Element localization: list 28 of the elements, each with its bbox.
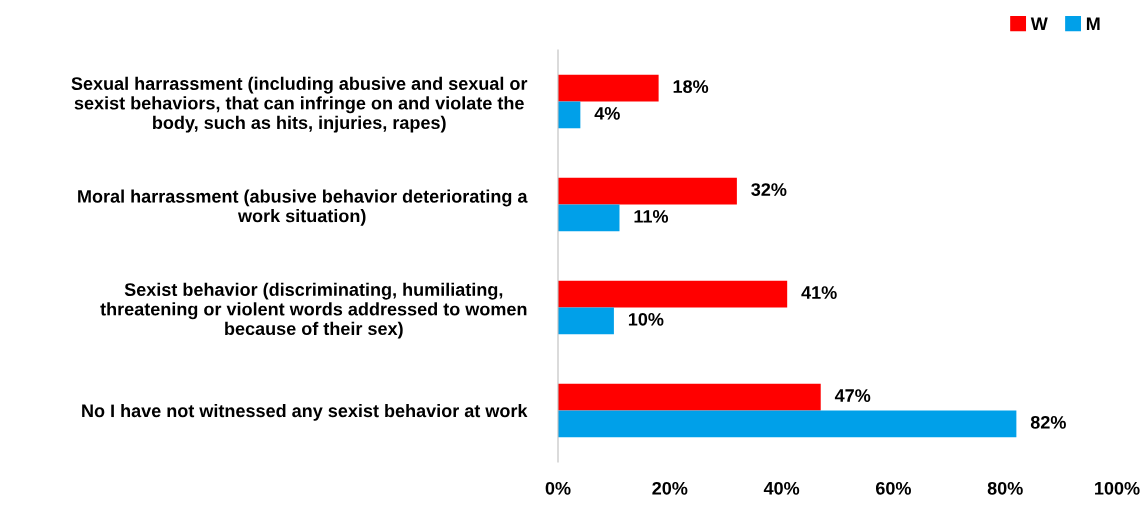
x-tick-label: 100% [1095, 481, 1140, 495]
bar [558, 101, 581, 129]
x-tick-label: 80% [987, 481, 1023, 495]
data-label: 82% [1030, 415, 1066, 429]
y-tick-label: Sexual harrassment (including abusive and sexual or sexist behaviors, that can infringe on and violate the body, such as hits, injuries, rapes) [71, 76, 528, 133]
x-tick-label: 60% [875, 481, 911, 495]
bar [558, 204, 620, 232]
bar [558, 410, 1017, 438]
bar [558, 383, 821, 411]
data-label: 11% [634, 210, 669, 223]
data-label: 47% [834, 389, 871, 402]
data-label: 10% [628, 312, 664, 326]
data-label: 32% [751, 183, 787, 196]
data-label: 41% [801, 286, 837, 299]
data-label: 18% [673, 80, 709, 93]
legend-label: M [1086, 17, 1100, 30]
y-tick-label: Moral harrassment (abusive behavior deteriorating a work situation) [78, 189, 528, 226]
y-tick-label: No I have not witnessed any sexist behavior at work [82, 403, 528, 421]
x-tick-label: 20% [652, 481, 688, 495]
data-label: 4% [594, 107, 620, 120]
y-tick-label: Sexist behavior (discriminating, humiliating, threatening or violent words addressed to women because of their sex) [100, 282, 527, 339]
bar [558, 74, 659, 102]
bar [558, 307, 614, 335]
bar [558, 177, 737, 205]
legend-label: W [1030, 17, 1048, 30]
x-tick-label: 40% [763, 481, 800, 495]
bar [558, 280, 788, 308]
x-tick-label: 0% [545, 481, 571, 495]
